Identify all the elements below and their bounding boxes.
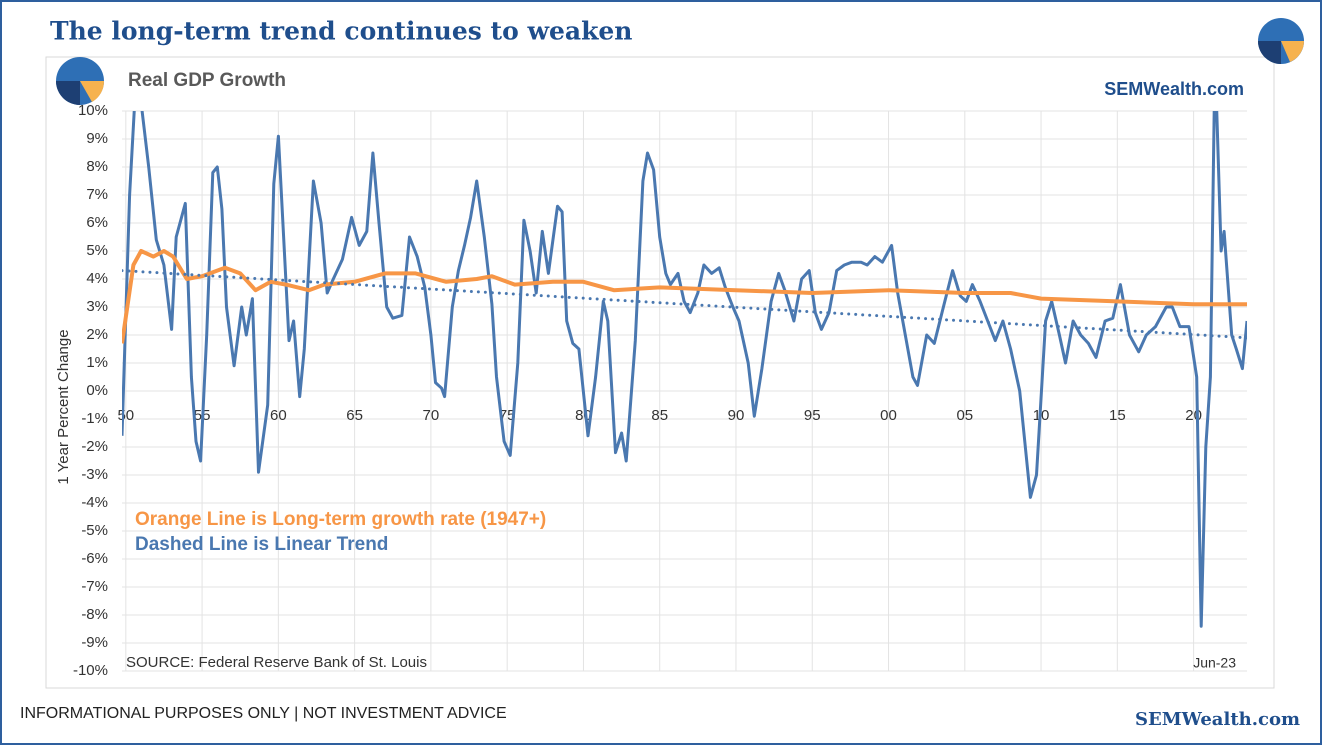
x-tick-label: 20: [1185, 407, 1202, 424]
y-tick-label: 5%: [86, 242, 108, 259]
x-tick-label: 00: [880, 407, 897, 424]
footer: INFORMATIONAL PURPOSES ONLY | NOT INVEST…: [20, 705, 507, 722]
y-tick-label: -3%: [81, 466, 108, 483]
y-tick-label: -5%: [81, 522, 108, 539]
annotation: Dashed Line is Linear Trend: [135, 534, 388, 555]
x-tick-label: 50: [117, 407, 134, 424]
y-tick-label: -6%: [81, 550, 108, 567]
y-tick-label: -4%: [81, 494, 108, 511]
y-tick-label: 4%: [86, 270, 108, 287]
y-tick-label: 6%: [86, 214, 108, 231]
source: SOURCE: Federal Reserve Bank of St. Loui…: [126, 654, 427, 671]
logo: [56, 18, 1304, 105]
y-tick-label: 8%: [86, 158, 108, 175]
last-date: Jun-23: [1193, 655, 1236, 671]
x-tick-label: 90: [728, 407, 745, 424]
x-tick-label: 60: [270, 407, 287, 424]
y-tick-label: -1%: [81, 410, 108, 427]
y-tick-label: 3%: [86, 298, 108, 315]
y-tick-label: 9%: [86, 130, 108, 147]
x-tick-label: 85: [651, 407, 668, 424]
y-tick-label: -2%: [81, 438, 108, 455]
series-line: [122, 249, 1247, 344]
y-tick-label: -9%: [81, 634, 108, 651]
annotation: Orange Line is Long-term growth rate (19…: [135, 509, 546, 530]
footer-brand: SEMWealth.com: [1135, 709, 1300, 730]
trend-line: [122, 269, 1247, 340]
subtitle: Real GDP Growth: [128, 70, 286, 91]
x-tick-label: 70: [423, 407, 440, 424]
x-tick-label: 05: [956, 407, 973, 424]
x-tick-label: 15: [1109, 407, 1126, 424]
y-tick-label: -10%: [73, 662, 108, 679]
y-tick-label: -8%: [81, 606, 108, 623]
x-tick-label: 95: [804, 407, 821, 424]
y-tick-label: 10%: [78, 102, 108, 119]
x-tick-label: 65: [346, 407, 363, 424]
y-tick-label: -7%: [81, 578, 108, 595]
series-line: [122, 111, 1247, 628]
y-tick-label: 1%: [86, 354, 108, 371]
y-tick-label: 2%: [86, 326, 108, 343]
y-tick-label: 7%: [86, 186, 108, 203]
y-axis-label: 1 Year Percent Change: [55, 329, 72, 484]
y-tick-label: 0%: [86, 382, 108, 399]
watermark: SEMWealth.com: [1104, 79, 1244, 99]
title: The long-term trend continues to weaken: [50, 17, 632, 46]
